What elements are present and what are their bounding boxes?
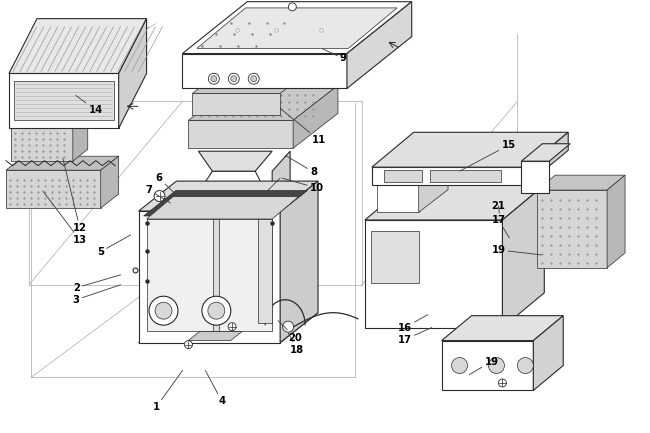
Polygon shape: [347, 2, 411, 88]
Circle shape: [231, 76, 237, 82]
Polygon shape: [213, 219, 219, 331]
Text: 19: 19: [469, 356, 499, 375]
Polygon shape: [11, 116, 73, 161]
Circle shape: [154, 191, 165, 201]
Polygon shape: [607, 175, 625, 268]
Text: 20: 20: [278, 321, 302, 343]
Polygon shape: [538, 190, 607, 268]
Circle shape: [155, 302, 172, 319]
Polygon shape: [101, 156, 119, 208]
Text: 4: 4: [205, 371, 226, 407]
Circle shape: [202, 296, 231, 325]
Polygon shape: [138, 313, 318, 343]
Polygon shape: [138, 181, 318, 211]
Text: 6: 6: [155, 173, 177, 195]
Polygon shape: [198, 151, 272, 171]
Circle shape: [211, 76, 217, 82]
Text: 2: 2: [73, 275, 121, 293]
Polygon shape: [188, 85, 338, 120]
Polygon shape: [188, 332, 242, 341]
Polygon shape: [183, 2, 411, 54]
Polygon shape: [430, 170, 501, 182]
Polygon shape: [365, 185, 544, 220]
Circle shape: [228, 73, 239, 84]
Polygon shape: [119, 19, 146, 128]
Polygon shape: [192, 58, 325, 94]
Circle shape: [283, 321, 294, 332]
Polygon shape: [377, 162, 448, 184]
Polygon shape: [9, 19, 146, 74]
Polygon shape: [197, 8, 397, 48]
Circle shape: [517, 358, 534, 374]
Polygon shape: [73, 104, 88, 161]
Polygon shape: [6, 170, 101, 208]
Circle shape: [248, 73, 259, 84]
Polygon shape: [188, 120, 293, 148]
Polygon shape: [6, 156, 119, 170]
Circle shape: [208, 302, 225, 319]
Polygon shape: [192, 94, 280, 115]
Circle shape: [488, 358, 504, 374]
Text: 17: 17: [491, 215, 510, 238]
Polygon shape: [365, 220, 502, 328]
Polygon shape: [534, 316, 564, 391]
Polygon shape: [11, 104, 88, 116]
Polygon shape: [146, 219, 272, 331]
Text: 14: 14: [76, 95, 103, 115]
Polygon shape: [521, 144, 570, 161]
Circle shape: [209, 73, 219, 84]
Polygon shape: [372, 132, 568, 167]
Text: 11: 11: [280, 108, 326, 145]
Text: 7: 7: [146, 185, 170, 203]
Polygon shape: [502, 185, 544, 328]
Polygon shape: [146, 197, 299, 219]
Text: 10: 10: [282, 178, 324, 193]
Text: 3: 3: [73, 285, 121, 305]
Circle shape: [185, 341, 192, 349]
Circle shape: [452, 358, 467, 374]
Text: 12: 12: [63, 158, 87, 233]
Polygon shape: [258, 219, 272, 323]
Text: 18: 18: [288, 333, 304, 355]
Text: 13: 13: [43, 191, 87, 245]
Text: 1: 1: [153, 371, 183, 412]
Polygon shape: [526, 132, 568, 185]
Polygon shape: [280, 181, 318, 343]
Polygon shape: [190, 171, 272, 205]
Polygon shape: [372, 167, 526, 185]
Polygon shape: [183, 54, 347, 88]
Polygon shape: [377, 184, 419, 212]
Polygon shape: [419, 162, 448, 212]
Text: 21: 21: [491, 201, 506, 213]
Text: 9: 9: [322, 48, 347, 64]
Polygon shape: [293, 85, 338, 148]
Text: 16: 16: [398, 315, 428, 333]
Polygon shape: [441, 316, 564, 341]
Text: 5: 5: [97, 235, 131, 257]
Polygon shape: [441, 341, 534, 391]
Text: 15: 15: [460, 140, 515, 171]
Circle shape: [289, 3, 296, 11]
Polygon shape: [521, 161, 549, 193]
Polygon shape: [138, 211, 280, 343]
Text: 19: 19: [491, 245, 541, 255]
Polygon shape: [538, 175, 625, 190]
Polygon shape: [384, 170, 422, 182]
Circle shape: [499, 379, 506, 387]
Polygon shape: [144, 191, 307, 216]
Circle shape: [149, 296, 178, 325]
Polygon shape: [14, 81, 114, 120]
Circle shape: [228, 323, 236, 331]
Text: 8: 8: [285, 155, 317, 177]
Polygon shape: [371, 231, 419, 283]
Text: 17: 17: [398, 328, 432, 345]
Circle shape: [251, 76, 257, 82]
Polygon shape: [9, 74, 119, 128]
Polygon shape: [272, 151, 290, 205]
